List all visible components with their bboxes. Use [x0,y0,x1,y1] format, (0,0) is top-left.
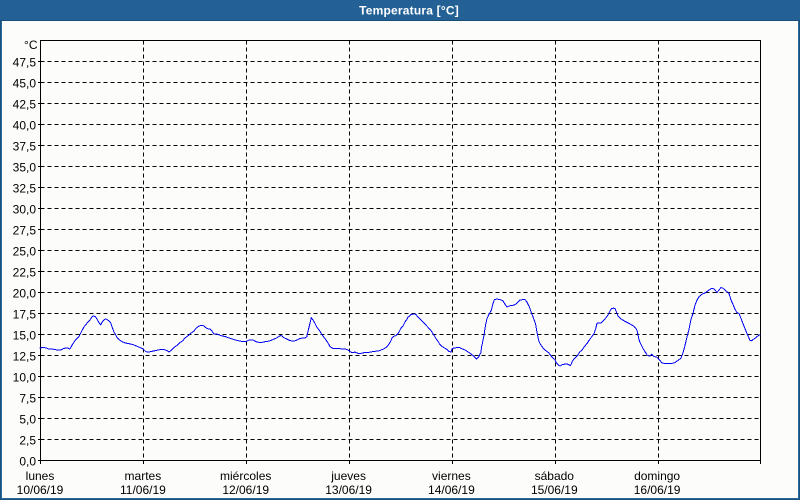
svg-text:Temperatura [°C]: Temperatura [°C] [359,4,459,18]
svg-text:16/06/19: 16/06/19 [634,483,681,497]
svg-text:37,5: 37,5 [13,140,37,154]
svg-text:11/06/19: 11/06/19 [120,483,166,497]
svg-text:25,0: 25,0 [13,245,37,259]
svg-text:10,0: 10,0 [13,371,37,385]
svg-text:45,0: 45,0 [13,77,37,91]
svg-text:miércoles: miércoles [220,469,271,483]
svg-text:domingo: domingo [634,469,680,483]
svg-text:15/06/19: 15/06/19 [531,483,578,497]
svg-text:22,5: 22,5 [13,266,37,280]
svg-text:40,0: 40,0 [13,119,37,133]
svg-text:13/06/19: 13/06/19 [325,483,372,497]
svg-text:lunes: lunes [26,469,55,483]
svg-text:14/06/19: 14/06/19 [428,483,475,497]
svg-text:5,0: 5,0 [19,413,36,427]
svg-text:12/06/19: 12/06/19 [222,483,269,497]
svg-text:jueves: jueves [330,469,366,483]
svg-text:42,5: 42,5 [13,98,37,112]
svg-text:47,5: 47,5 [13,56,37,70]
svg-text:27,5: 27,5 [13,224,37,238]
svg-text:7,5: 7,5 [19,392,36,406]
svg-text:20,0: 20,0 [13,287,37,301]
svg-text:10/06/19: 10/06/19 [17,483,64,497]
svg-text:32,5: 32,5 [13,182,37,196]
svg-text:0,0: 0,0 [19,455,36,469]
svg-text:35,0: 35,0 [13,161,37,175]
svg-text:12,5: 12,5 [13,350,37,364]
svg-text:martes: martes [125,469,162,483]
svg-text:2,5: 2,5 [19,434,36,448]
svg-text:°C: °C [24,38,38,52]
svg-text:sábado: sábado [535,469,575,483]
svg-text:30,0: 30,0 [13,203,37,217]
svg-text:15,0: 15,0 [13,329,37,343]
svg-text:viernes: viernes [432,469,471,483]
svg-text:17,5: 17,5 [13,308,37,322]
